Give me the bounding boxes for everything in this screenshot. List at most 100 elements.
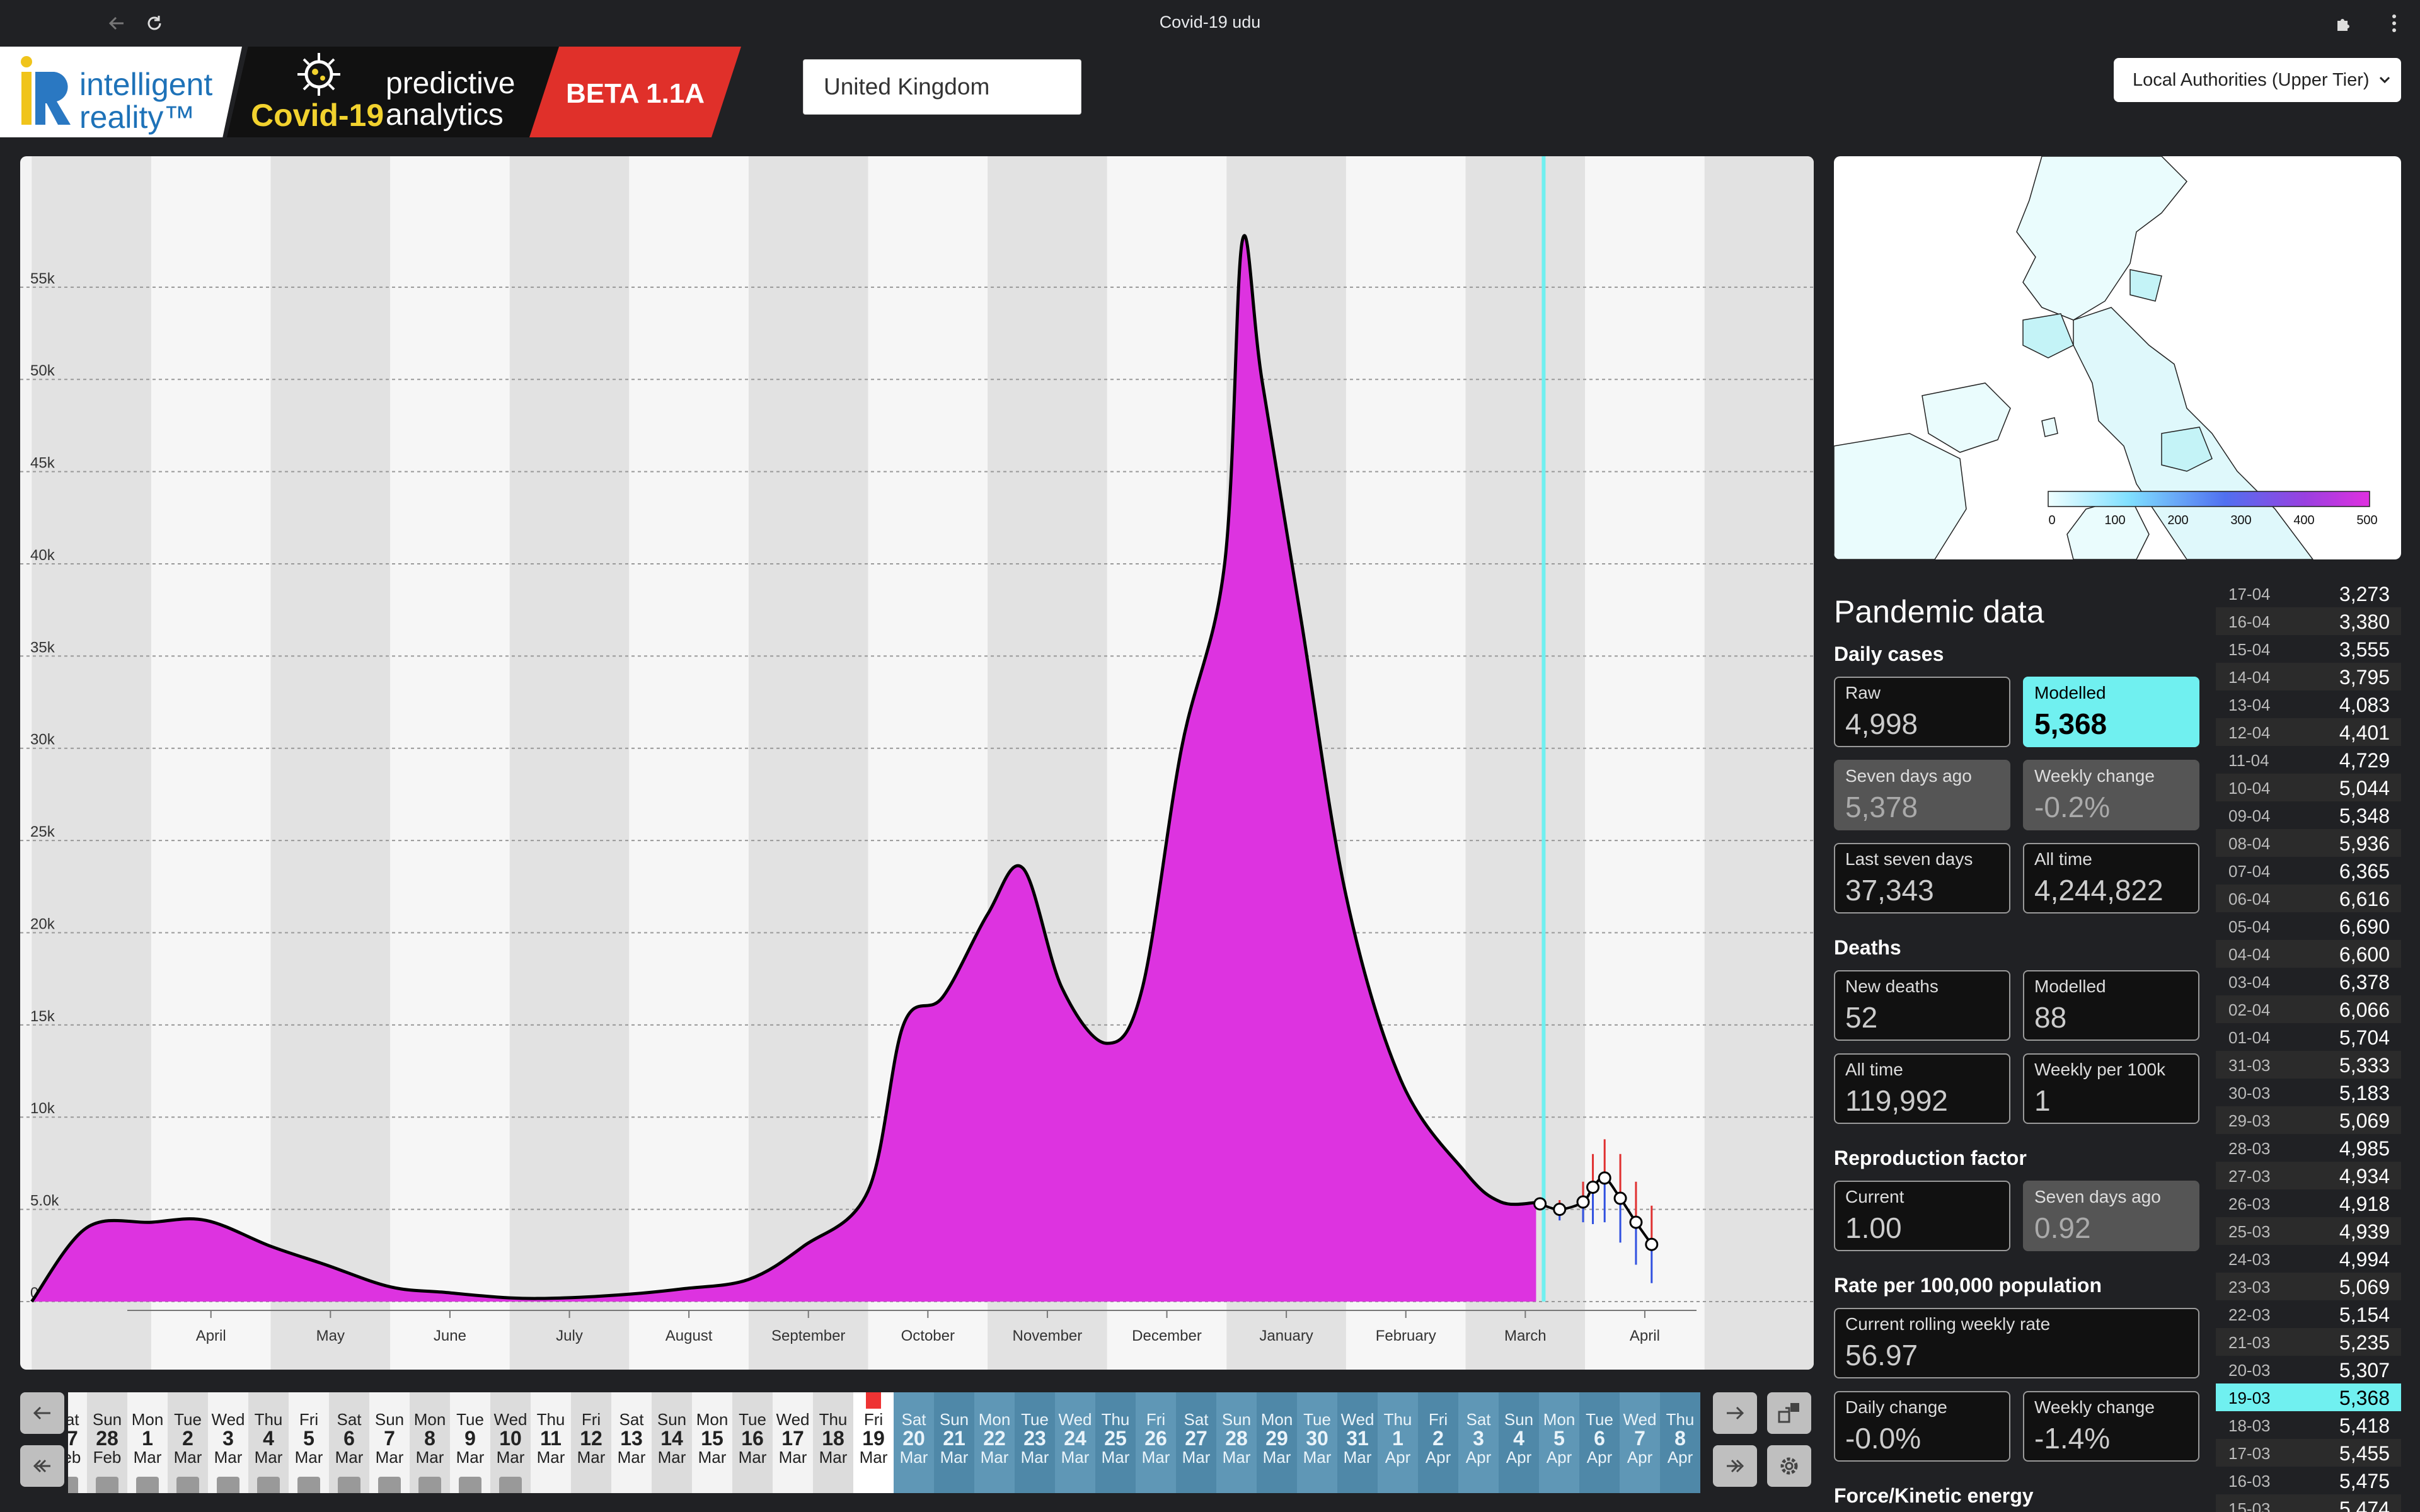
history-row[interactable]: 22-03 5,154	[2216, 1300, 2401, 1328]
history-row[interactable]: 02-04 6,066	[2216, 995, 2401, 1023]
timeline-day[interactable]: Thu 25 Mar	[1095, 1392, 1136, 1493]
timeline-day[interactable]: Fri 19 Mar	[853, 1392, 894, 1493]
timeline-day[interactable]: Thu 11 Mar	[531, 1392, 571, 1493]
timeline-day[interactable]: Sun 14 Mar	[652, 1392, 692, 1493]
timeline-day[interactable]: Tue 30 Mar	[1297, 1392, 1337, 1493]
timeline-day[interactable]: Fri 5 Mar	[289, 1392, 329, 1493]
timeline-day[interactable]: Fri 12 Mar	[571, 1392, 611, 1493]
timeline-day[interactable]: Wed 24 Mar	[1055, 1392, 1095, 1493]
timeline-day[interactable]: Mon 1 Mar	[127, 1392, 168, 1493]
history-row[interactable]: 20-03 5,307	[2216, 1356, 2401, 1383]
timeline-day[interactable]: Sat 20 Mar	[894, 1392, 934, 1493]
history-row[interactable]: 12-04 4,401	[2216, 718, 2401, 746]
timeline-day[interactable]: Mon 29 Mar	[1257, 1392, 1297, 1493]
timeline-day[interactable]: Wed 3 Mar	[208, 1392, 248, 1493]
history-row[interactable]: 21-03 5,235	[2216, 1328, 2401, 1356]
timeline-day[interactable]: Wed 7 Apr	[1620, 1392, 1660, 1493]
timeline-day[interactable]: Mon 5 Apr	[1539, 1392, 1579, 1493]
history-row[interactable]: 07-04 6,365	[2216, 857, 2401, 885]
modelled-cases-box[interactable]: Modelled 5,368	[2023, 677, 2199, 747]
history-row[interactable]: 31-03 5,333	[2216, 1051, 2401, 1079]
history-row[interactable]: 19-03 5,368	[2216, 1383, 2401, 1411]
history-row[interactable]: 23-03 5,069	[2216, 1273, 2401, 1300]
reload-icon[interactable]	[140, 9, 169, 38]
timeline-day[interactable]: Tue 2 Mar	[168, 1392, 208, 1493]
history-row[interactable]: 01-04 5,704	[2216, 1023, 2401, 1051]
timeline-day[interactable]: Mon 8 Mar	[410, 1392, 450, 1493]
timeline-days[interactable]: Sat27FebSun28FebMon1MarTue2MarWed3MarThu…	[68, 1392, 1704, 1493]
history-row[interactable]: 15-03 5,474	[2216, 1494, 2401, 1512]
history-row[interactable]: 13-04 4,083	[2216, 690, 2401, 718]
timeline-day[interactable]: Tue 6 Apr	[1579, 1392, 1620, 1493]
history-row[interactable]: 15-04 3,555	[2216, 635, 2401, 663]
menu-kebab-icon[interactable]	[2380, 9, 2409, 38]
skip-back-button[interactable]	[20, 1445, 64, 1487]
history-row[interactable]: 10-04 5,044	[2216, 774, 2401, 801]
uk-region-map[interactable]: 0 100 200 300 400 500	[1834, 156, 2401, 559]
timeline-day[interactable]: Sat 27 Mar	[1176, 1392, 1216, 1493]
timeline-day[interactable]: Wed 31 Mar	[1337, 1392, 1378, 1493]
history-row[interactable]: 16-03 5,475	[2216, 1467, 2401, 1494]
timeline-day[interactable]: Fri 2 Apr	[1418, 1392, 1458, 1493]
history-row[interactable]: 17-03 5,455	[2216, 1439, 2401, 1467]
new-deaths-label: New deaths	[1845, 976, 1939, 996]
timeline-day[interactable]: Wed 10 Mar	[490, 1392, 531, 1493]
timeline-day[interactable]: Sat 6 Mar	[329, 1392, 369, 1493]
timeline-day[interactable]: Thu 4 Mar	[248, 1392, 289, 1493]
step-back-button[interactable]	[20, 1392, 64, 1434]
timeline-day[interactable]: Sun 4 Apr	[1499, 1392, 1539, 1493]
timeline-day[interactable]: Sun 7 Mar	[369, 1392, 410, 1493]
history-row[interactable]: 16-04 3,380	[2216, 607, 2401, 635]
timeline-day[interactable]: Tue 9 Mar	[450, 1392, 490, 1493]
timeline-day[interactable]: Wed 17 Mar	[773, 1392, 813, 1493]
uk-map[interactable]: 0 100 200 300 400 500	[1834, 156, 2401, 559]
history-row[interactable]: 03-04 6,378	[2216, 968, 2401, 995]
history-row[interactable]: 25-03 4,939	[2216, 1217, 2401, 1245]
timeline-day[interactable]: Thu 18 Mar	[813, 1392, 853, 1493]
timeline-day[interactable]: Thu 1 Apr	[1378, 1392, 1418, 1493]
history-row[interactable]: 04-04 6,600	[2216, 940, 2401, 968]
cases-area-chart[interactable]: 0.05.0k10k15k20k25k30k35k40k45k50k55kApr…	[20, 156, 1814, 1370]
timeline-day[interactable]: Sun 28 Feb	[87, 1392, 127, 1493]
timeline-day[interactable]: Fri 26 Mar	[1136, 1392, 1176, 1493]
history-row[interactable]: 06-04 6,616	[2216, 885, 2401, 912]
raw-cases-box[interactable]: Raw 4,998	[1834, 677, 2010, 747]
history-row[interactable]: 27-03 4,934	[2216, 1162, 2401, 1189]
history-row[interactable]: 18-03 5,418	[2216, 1411, 2401, 1439]
history-row[interactable]: 08-04 5,936	[2216, 829, 2401, 857]
compare-view-button[interactable]	[1767, 1392, 1811, 1434]
history-row[interactable]: 24-03 4,994	[2216, 1245, 2401, 1273]
timeline-day[interactable]: Thu 8 Apr	[1660, 1392, 1700, 1493]
country-search-input[interactable]	[803, 59, 1081, 115]
skip-forward-button[interactable]	[1713, 1445, 1757, 1487]
history-row[interactable]: 30-03 5,183	[2216, 1079, 2401, 1106]
history-row[interactable]: 29-03 5,069	[2216, 1106, 2401, 1134]
history-row[interactable]: 09-04 5,348	[2216, 801, 2401, 829]
history-row[interactable]: 14-04 3,795	[2216, 663, 2401, 690]
timeline-day[interactable]: Mon 22 Mar	[974, 1392, 1015, 1493]
timeline-day[interactable]: Sun 21 Mar	[934, 1392, 974, 1493]
day-weekday: Sat	[1466, 1410, 1491, 1429]
step-forward-button[interactable]	[1713, 1392, 1757, 1434]
timeline-day[interactable]: Sat 3 Apr	[1458, 1392, 1499, 1493]
history-date: 15-04	[2228, 640, 2271, 659]
timeline-day[interactable]: Sat 13 Mar	[611, 1392, 652, 1493]
history-row[interactable]: 05-04 6,690	[2216, 912, 2401, 940]
daily-history-list[interactable]: 17-04 3,273 16-04 3,380 15-04 3,555 14-04 3,795…	[2216, 580, 2401, 1512]
settings-button[interactable]	[1767, 1445, 1811, 1487]
history-row[interactable]: 17-04 3,273	[2216, 580, 2401, 607]
back-icon[interactable]	[102, 9, 131, 38]
new-deaths-box[interactable]: New deaths 52	[1834, 970, 2010, 1041]
modelled-deaths-box[interactable]: Modelled 88	[2023, 970, 2199, 1041]
cases-chart-panel[interactable]: 0.05.0k10k15k20k25k30k35k40k45k50k55kApr…	[20, 156, 1814, 1370]
extensions-icon[interactable]	[2329, 9, 2358, 38]
timeline-day[interactable]: Tue 16 Mar	[732, 1392, 773, 1493]
timeline-day[interactable]: Sun 28 Mar	[1216, 1392, 1257, 1493]
history-row[interactable]: 26-03 4,918	[2216, 1189, 2401, 1217]
history-row[interactable]: 28-03 4,985	[2216, 1134, 2401, 1162]
timeline-day[interactable]: Tue 23 Mar	[1015, 1392, 1055, 1493]
area-type-select[interactable]: Local Authorities (Upper Tier)	[2114, 58, 2401, 102]
history-row[interactable]: 11-04 4,729	[2216, 746, 2401, 774]
timeline-day[interactable]: Mon 15 Mar	[692, 1392, 732, 1493]
timeline-day[interactable]: Sat27Feb	[68, 1392, 87, 1493]
